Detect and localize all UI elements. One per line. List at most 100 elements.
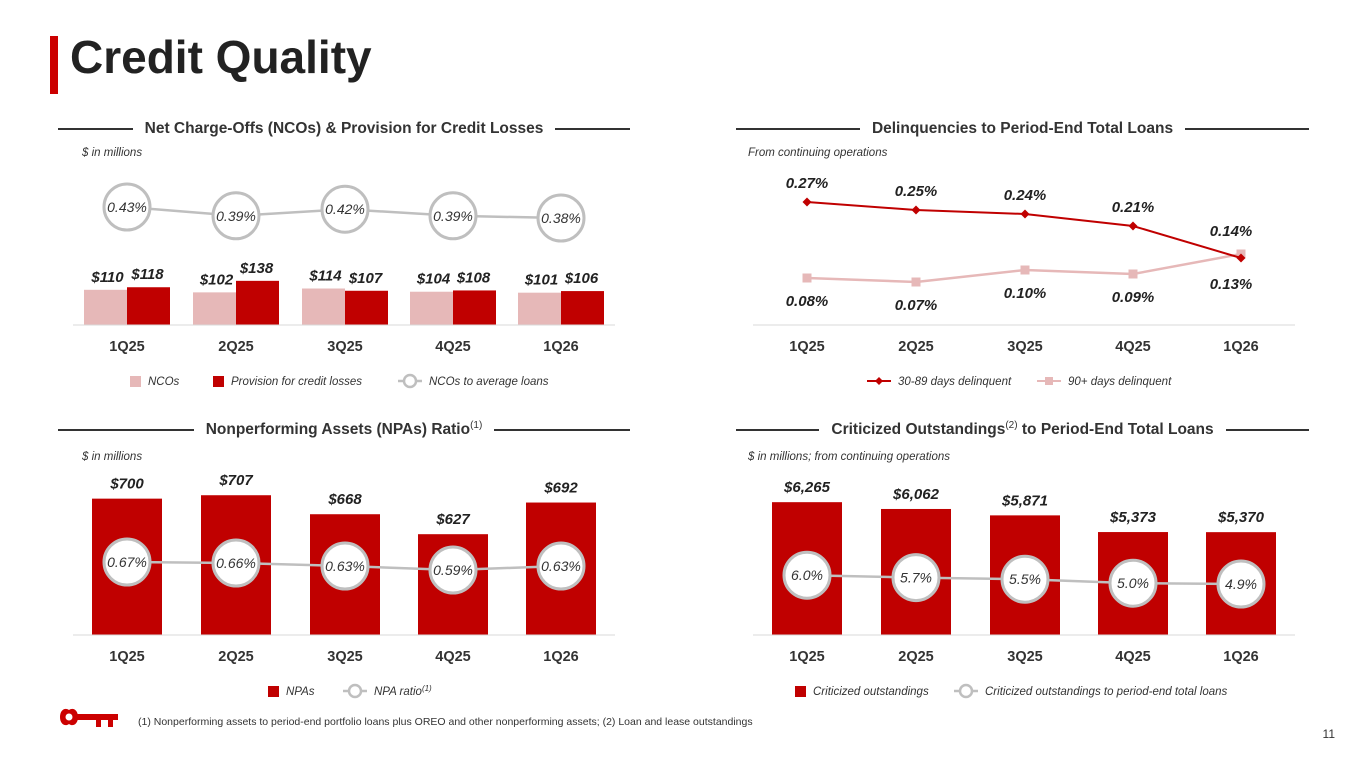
x-tick-label: 1Q25: [109, 649, 144, 665]
npa-panel-title-wrap: Nonperforming Assets (NPAs) Ratio(1): [194, 420, 495, 439]
delinquent-90-label: 0.07%: [895, 297, 938, 314]
ratio-bubble: [320, 541, 370, 591]
x-tick-label: 1Q26: [1223, 339, 1258, 355]
ratio-label: 0.67%: [107, 554, 147, 570]
provision-value-label: $118: [130, 266, 164, 283]
nco-bar: [193, 292, 236, 325]
ratio-label: 0.63%: [325, 558, 365, 574]
delinquent-90-label: 0.10%: [1004, 285, 1047, 302]
nco-value-label: $101: [524, 272, 558, 289]
delinquent-90-label: 0.09%: [1112, 289, 1155, 306]
npa-units-note: $ in millions: [82, 451, 143, 463]
x-tick-label: 4Q25: [1115, 339, 1150, 355]
criticized-value-label: $5,373: [1109, 509, 1157, 526]
crit-panel-title: Criticized Outstandings: [831, 421, 1006, 439]
ratio-bubble: [428, 545, 478, 595]
delinquent-30-89-label: 0.13%: [1210, 276, 1253, 293]
delinquent-30-89-label: 0.25%: [895, 183, 938, 200]
npa-panel-title: Nonperforming Assets (NPAs) Ratio: [205, 421, 471, 439]
provision-bar: [345, 290, 388, 325]
delinquent-30-89-marker: [1128, 221, 1138, 231]
criticized-value-label: $5,871: [1001, 492, 1048, 509]
criticized-value-label: $5,370: [1217, 509, 1265, 526]
legend-diamond-marker: [875, 377, 883, 385]
ratio-label: 0.66%: [216, 555, 256, 571]
ratio-bubble: [211, 538, 261, 588]
ratio-label: 0.39%: [216, 208, 256, 224]
x-tick-label: 1Q25: [109, 339, 144, 355]
x-tick-label: 2Q25: [898, 339, 933, 355]
legend-label: 90+ days delinquent: [1068, 376, 1172, 388]
nco-bar: [518, 292, 561, 325]
nco-value-label: $104: [416, 271, 451, 288]
provision-bar: [236, 280, 279, 325]
delinquent-30-89-line: [806, 201, 1242, 259]
provision-value-label: $107: [348, 270, 383, 287]
ratio-label: 0.38%: [541, 210, 581, 226]
delinquent-30-89-marker: [911, 205, 921, 215]
nco-panel-header: Net Charge-Offs (NCOs) & Provision for C…: [58, 119, 631, 139]
page-number: 11: [1322, 727, 1335, 741]
delinquent-30-89-marker: [802, 197, 812, 207]
x-tick-label: 2Q25: [218, 649, 253, 665]
legend-label: 30-89 days delinquent: [898, 376, 1012, 388]
x-tick-label: 4Q25: [1115, 649, 1150, 665]
legend-footnote-ref: (1): [422, 684, 432, 693]
nco-bar: [84, 289, 127, 325]
ratio-label: 6.0%: [791, 567, 823, 583]
ratio-label: 5.7%: [900, 570, 932, 586]
legend-swatch: [130, 376, 141, 387]
ratio-label: 0.43%: [107, 199, 147, 215]
delinquent-90-label: 0.08%: [786, 293, 829, 310]
npa-panel-header: Nonperforming Assets (NPAs) Ratio(1): [58, 420, 630, 440]
x-tick-label: 4Q25: [435, 649, 470, 665]
nco-bar: [302, 288, 345, 325]
nco-chart: $110 $102 $114 $104 $101 $118 $138 $107 $108 $106…: [73, 182, 615, 389]
ratio-label: 0.39%: [433, 208, 473, 224]
nco-bar: [410, 291, 453, 325]
ratio-bubble: [536, 541, 586, 591]
ratio-label: 0.63%: [541, 558, 581, 574]
delinquent-30-89-marker: [1236, 253, 1246, 263]
ratio-label: 0.59%: [433, 562, 473, 578]
provision-value-label: $106: [564, 270, 599, 287]
x-tick-label: 3Q25: [327, 339, 362, 355]
npa-value-label: $700: [109, 476, 144, 493]
x-tick-label: 1Q26: [1223, 649, 1258, 665]
nco-panel-title: Net Charge-Offs (NCOs) & Provision for C…: [144, 120, 544, 137]
x-tick-label: 2Q25: [218, 339, 253, 355]
x-tick-label: 1Q26: [543, 649, 578, 665]
legend-label: Criticized outstandings to period-end to…: [985, 686, 1228, 698]
delinquent-30-89-marker: [1020, 209, 1030, 219]
ratio-bubble: [320, 184, 370, 234]
crit-panel-title-wrap: Criticized Outstandings(2) to Period-End…: [819, 420, 1225, 439]
ratio-bubble: [1108, 558, 1158, 608]
x-tick-label: 1Q25: [789, 649, 824, 665]
provision-bar: [453, 290, 496, 325]
x-tick-label: 3Q25: [327, 649, 362, 665]
delinq-panel-title: Delinquencies to Period-End Total Loans: [871, 120, 1174, 137]
delinq-chart: 0.27% 0.25% 0.24% 0.21% 0.13% 0.08% 0.07% 0.10%…: [753, 175, 1295, 388]
ratio-bubble: [891, 553, 941, 603]
provision-value-label: $108: [456, 269, 491, 286]
x-tick-label: 1Q26: [543, 339, 578, 355]
npa-title-footnote-ref: (1): [470, 420, 483, 432]
provision-bar: [127, 287, 170, 325]
ratio-bubble: [1216, 559, 1266, 609]
ratio-label: 4.9%: [1225, 576, 1257, 592]
footnote: (1) Nonperforming assets to period-end p…: [138, 716, 753, 728]
npa-value-label: $707: [218, 472, 253, 489]
ratio-label: 5.0%: [1117, 575, 1149, 591]
key-logo-icon: [60, 708, 118, 727]
criticized-value-label: $6,062: [892, 486, 940, 503]
nco-value-label: $110: [90, 269, 124, 286]
legend-label: Criticized outstandings: [813, 686, 929, 698]
criticized-value-label: $6,265: [783, 479, 831, 496]
crit-panel-header: Criticized Outstandings(2) to Period-End…: [736, 420, 1309, 440]
legend-label: NCOs to average loans: [429, 376, 549, 388]
nco-value-label: $102: [199, 271, 234, 288]
legend-label: NPA ratio(1): [374, 684, 432, 698]
ratio-label: 5.5%: [1009, 571, 1041, 587]
x-tick-label: 1Q25: [789, 339, 824, 355]
delinq-units-note: From continuing operations: [748, 147, 888, 159]
